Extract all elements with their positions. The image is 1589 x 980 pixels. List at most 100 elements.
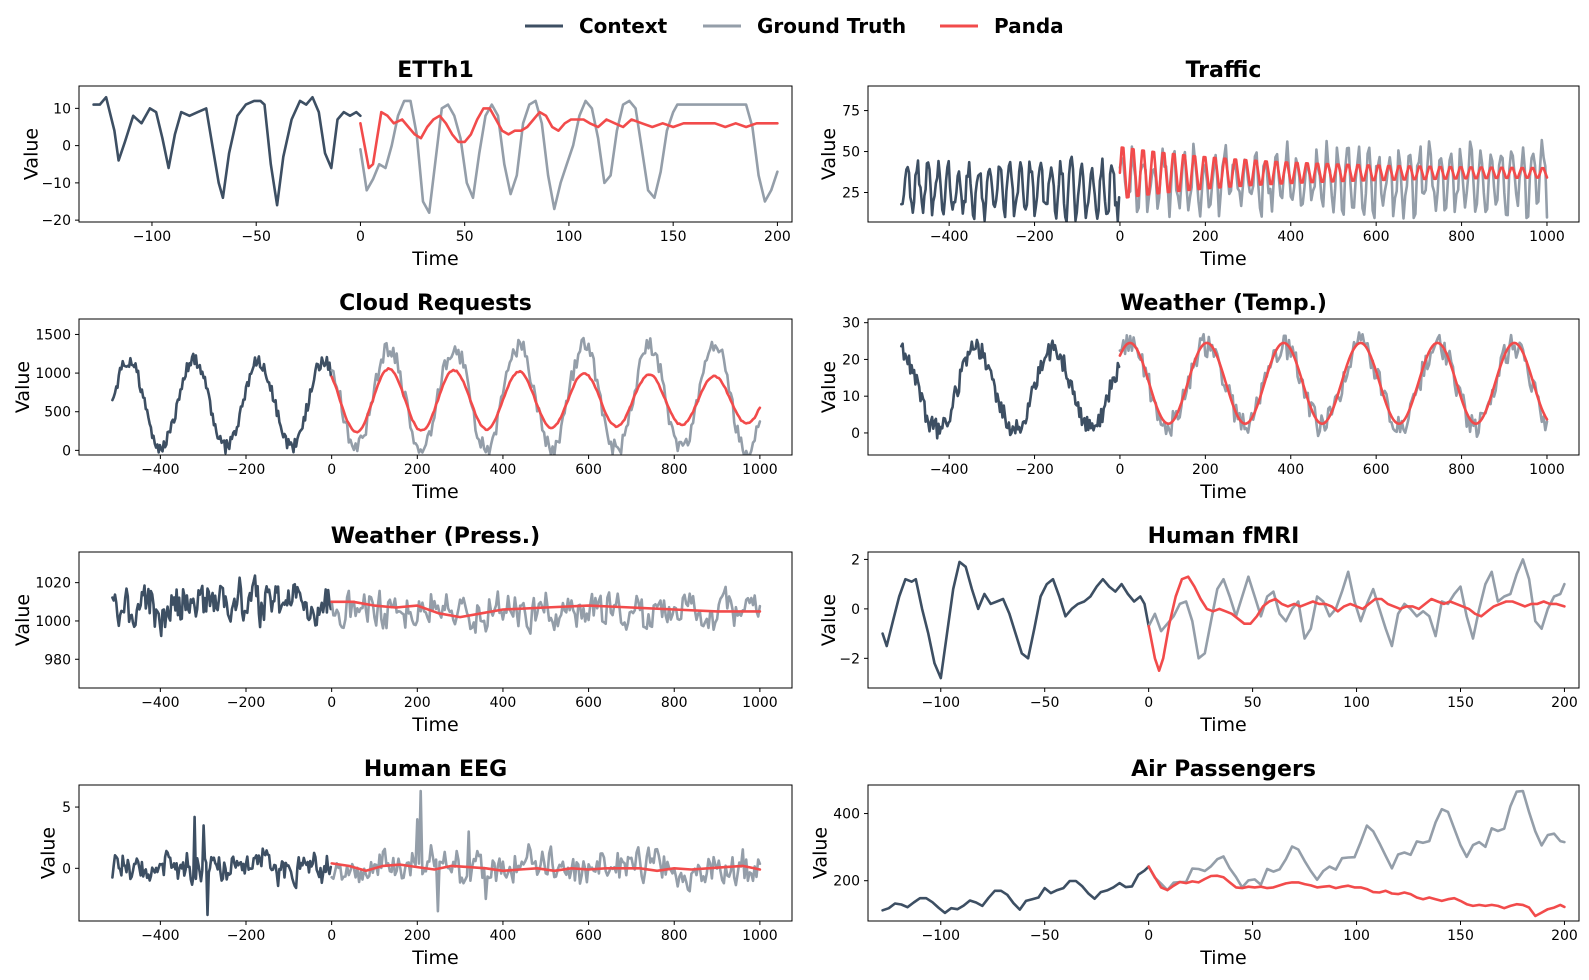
y-tick-label: 5: [62, 800, 71, 816]
x-tick-label: 150: [660, 229, 687, 245]
series-line-context: [111, 574, 333, 638]
y-tick-label: 2: [851, 552, 860, 568]
y-tick-label: 1000: [35, 366, 71, 382]
series-line-panda: [330, 862, 762, 873]
x-tick-label: 1000: [742, 695, 778, 711]
x-tick-label: 400: [1277, 462, 1304, 478]
x-axis-label: Time: [411, 714, 459, 736]
x-tick-label: 0: [1144, 695, 1153, 711]
x-tick-label: −100: [133, 229, 171, 245]
x-tick-label: 600: [1363, 229, 1390, 245]
x-tick-label: 600: [575, 928, 602, 944]
y-tick-label: 0: [62, 861, 71, 877]
chart-panel: Weather (Temp.)−400 −200 0 200 400 600 800 1000…: [818, 291, 1580, 503]
series-line-context: [111, 352, 333, 455]
y-tick-label: 500: [44, 405, 71, 421]
y-tick-label: −20: [41, 213, 71, 229]
y-tick-label: 400: [833, 807, 860, 823]
series-line-panda: [330, 600, 762, 619]
series-line-ground-truth: [330, 585, 762, 635]
y-tick-label: 10: [53, 101, 71, 117]
y-tick-label: 980: [44, 652, 71, 668]
x-tick-label: 400: [1277, 229, 1304, 245]
x-tick-label: 400: [490, 928, 517, 944]
x-tick-label: 0: [327, 928, 336, 944]
x-tick-label: −200: [227, 928, 265, 944]
chart-panel: Air Passengers −100 −50 0 50 100 150 200 200 400 T…: [810, 757, 1580, 969]
series-line-ground-truth: [1118, 138, 1549, 220]
x-axis-label: Time: [1199, 947, 1247, 969]
x-tick-label: −400: [141, 462, 179, 478]
x-tick-label: 150: [1447, 695, 1474, 711]
chart-title: Traffic: [1186, 58, 1262, 83]
x-tick-label: 1000: [742, 462, 778, 478]
x-tick-label: 100: [556, 229, 583, 245]
x-axis-label: Time: [411, 947, 459, 969]
y-tick-label: 50: [842, 145, 860, 161]
x-tick-label: 600: [575, 695, 602, 711]
x-tick-label: −100: [922, 695, 960, 711]
x-tick-label: 200: [1551, 695, 1578, 711]
series-line-context: [881, 865, 1150, 915]
x-tick-label: 200: [764, 229, 791, 245]
chart-title: ETTh1: [397, 58, 474, 83]
y-axis-label: Value: [818, 128, 840, 180]
x-tick-label: 200: [1192, 462, 1219, 478]
series-line-panda: [1147, 575, 1566, 672]
series-line-ground-truth: [359, 99, 779, 214]
x-tick-label: 200: [1551, 928, 1578, 944]
series-line-ground-truth: [1118, 331, 1549, 438]
y-tick-label: 30: [842, 316, 860, 332]
x-tick-label: 800: [1448, 462, 1475, 478]
x-tick-label: −200: [227, 695, 265, 711]
y-axis-label: Value: [12, 361, 34, 413]
plot-frame: [78, 318, 793, 456]
y-tick-label: 25: [842, 186, 860, 202]
y-tick-label: 200: [833, 874, 860, 890]
series-line-panda: [1118, 146, 1549, 199]
plot-frame: [867, 784, 1580, 922]
x-tick-label: 50: [1244, 928, 1262, 944]
x-tick-label: 200: [1192, 229, 1219, 245]
y-tick-label: −10: [41, 176, 71, 192]
x-tick-label: 0: [1144, 928, 1153, 944]
x-tick-label: −400: [930, 229, 968, 245]
series-line-panda: [330, 367, 762, 434]
legend: Context Ground Truth Panda: [525, 14, 1064, 38]
panels: ETTh1−100 −50 0 50 100 150 200−20−10010TimeVal…: [12, 58, 1580, 969]
x-tick-label: 0: [327, 695, 336, 711]
x-tick-label: −400: [141, 695, 179, 711]
x-tick-label: −50: [241, 229, 271, 245]
plot-frame: [78, 784, 793, 922]
y-axis-label: Value: [21, 128, 43, 180]
x-tick-label: 1000: [1529, 229, 1565, 245]
chart-title: Cloud Requests: [339, 291, 532, 316]
y-tick-label: 0: [62, 443, 71, 459]
x-tick-label: −200: [1015, 462, 1053, 478]
x-tick-label: 800: [661, 462, 688, 478]
x-axis-label: Time: [411, 481, 459, 503]
x-tick-label: 200: [404, 928, 431, 944]
y-axis-label: Value: [818, 361, 840, 413]
plot-frame: [867, 318, 1580, 456]
chart-title: Human fMRI: [1148, 524, 1300, 549]
x-tick-label: 400: [490, 462, 517, 478]
series-line-context: [900, 155, 1121, 222]
chart-title: Human EEG: [364, 757, 507, 782]
y-tick-label: 20: [842, 352, 860, 368]
y-tick-label: 75: [842, 104, 860, 120]
y-tick-label: 10: [842, 389, 860, 405]
x-tick-label: 0: [327, 462, 336, 478]
series-line-panda: [359, 107, 779, 170]
chart-panel: Human fMRI −100 −50 0 50 100 150 200 −2 0 2 Time Val…: [818, 524, 1580, 736]
x-axis-label: Time: [411, 248, 459, 270]
x-tick-label: −50: [1030, 695, 1060, 711]
x-tick-label: 800: [661, 695, 688, 711]
chart-panel: Traffic −400 −200 0 200 400 600 800 1000 25 50 75 Ti…: [818, 58, 1580, 270]
x-tick-label: 0: [356, 229, 365, 245]
y-tick-label: 1020: [35, 576, 71, 592]
y-tick-label: −2: [839, 651, 860, 667]
chart-title: Air Passengers: [1131, 757, 1316, 782]
x-tick-label: 400: [490, 695, 517, 711]
y-tick-label: 1000: [35, 614, 71, 630]
